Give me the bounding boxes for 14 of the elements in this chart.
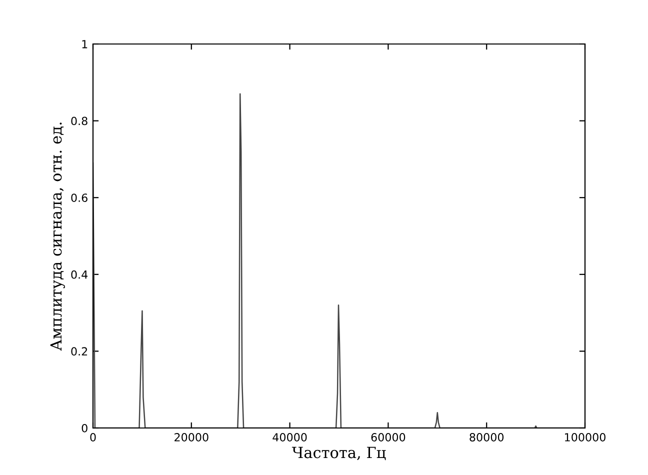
x-tick-label: 60000 [371,433,406,442]
y-tick-label: 0.4 [71,270,88,279]
y-tick-label: 0 [82,424,88,432]
y-axis-title: Амплитуда сигнала, отн. ед. [50,122,65,351]
y-tick-label: 0.6 [71,194,88,202]
x-tick-label: 20000 [174,433,208,442]
x-tick-label: 80000 [470,433,504,442]
x-axis-title: Частота, Гц [292,446,386,460]
x-tick-label: 100000 [565,433,606,442]
y-tick-label: 0.8 [71,116,88,126]
y-tick-label: 1 [82,40,88,48]
y-tick-label: 0.2 [71,347,88,356]
x-tick-label: 0 [90,433,96,442]
x-tick-label: 40000 [272,433,307,442]
